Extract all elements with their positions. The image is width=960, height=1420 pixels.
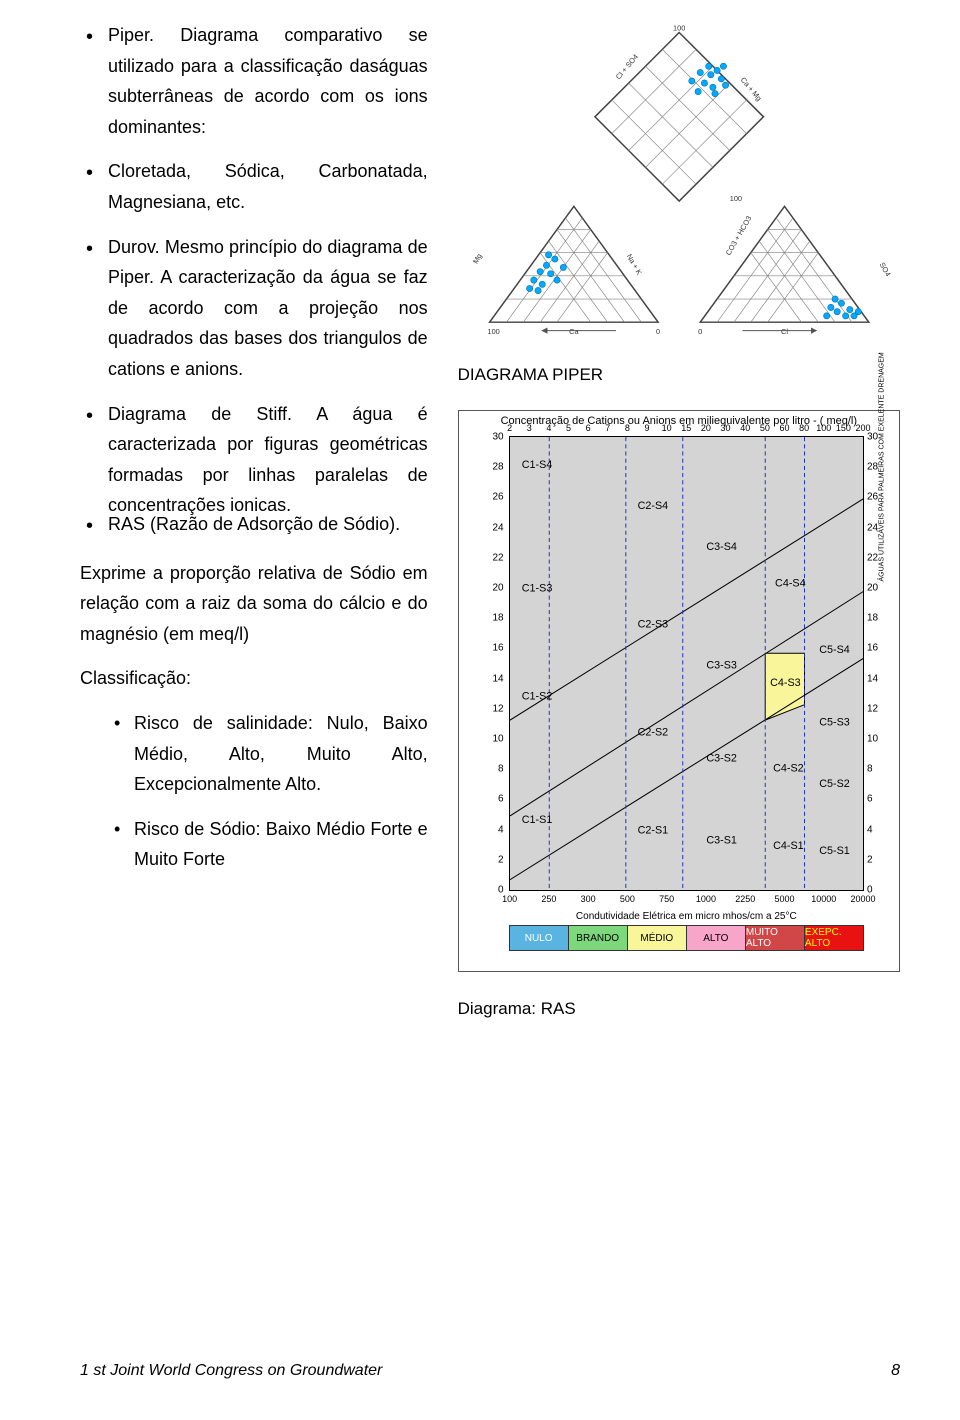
svg-text:Cl + SO4: Cl + SO4 [613,52,639,81]
svg-text:C3-S1: C3-S1 [706,834,737,846]
page-footer: 1 st Joint World Congress on Groundwater… [80,1342,900,1380]
svg-text:C5-S4: C5-S4 [819,644,850,656]
svg-text:100: 100 [487,327,499,336]
svg-text:C4-S2: C4-S2 [773,762,804,774]
ras-caption: Diagrama: RAS [458,999,900,1019]
ras-plot-area: C1-S4 C2-S4 C3-S4 C4-S4 C1-S3 C2-S3 C3-S… [509,436,864,891]
svg-text:C4-S1: C4-S1 [773,840,804,852]
bullet-piper: Piper. Diagrama comparativo se utilizado… [80,20,428,142]
svg-text:100: 100 [673,23,685,32]
piper-diagram: 100 Cl + SO4 Ca + Mg [458,20,900,340]
footer-page-number: 8 [891,1362,900,1380]
svg-text:C1-S1: C1-S1 [521,814,552,826]
svg-text:C5-S2: C5-S2 [819,778,850,790]
bullet-stiff: Diagrama de Stiff. A água é caracterizad… [80,399,428,521]
svg-text:C3-S3: C3-S3 [706,659,737,671]
ras-color-bar: NULOBRANDOMÉDIOALTOMUITO ALTOEXEPC. ALTO [509,925,864,951]
svg-text:Cl: Cl [781,327,788,336]
svg-text:Ca: Ca [569,327,579,336]
svg-text:C2-S2: C2-S2 [637,726,668,738]
svg-text:Na + K: Na + K [624,252,643,276]
sub-sodio: Risco de Sódio: Baixo Médio Forte e Muit… [110,814,428,875]
svg-text:C4-S3: C4-S3 [770,677,801,689]
svg-text:Mg: Mg [471,252,484,265]
svg-text:0: 0 [698,327,702,336]
footer-conference: 1 st Joint World Congress on Groundwater [80,1362,382,1380]
svg-text:C2-S1: C2-S1 [637,824,668,836]
left-column-bottom: RAS (Razão de Adsorção de Sódio). Exprim… [80,489,428,889]
svg-text:C1-S2: C1-S2 [521,690,552,702]
svg-text:SO4: SO4 [877,261,892,278]
svg-text:CO3 + HCO3: CO3 + HCO3 [723,214,753,257]
bullet-ras: RAS (Razão de Adsorção de Sódio). [80,509,428,540]
svg-text:C1-S3: C1-S3 [521,582,552,594]
svg-text:Ca + Mg: Ca + Mg [738,75,763,102]
svg-text:C4-S4: C4-S4 [775,577,806,589]
bullet-durov: Durov. Mesmo princípio do diagrama de Pi… [80,232,428,385]
svg-text:C2-S4: C2-S4 [637,500,668,512]
sub-salinidade: Risco de salinidade: Nulo, Baixo Médio, … [110,708,428,800]
svg-text:C5-S3: C5-S3 [819,716,850,728]
svg-text:C5-S1: C5-S1 [819,845,850,857]
svg-text:C1-S4: C1-S4 [521,459,552,471]
classify-label: Classificação: [80,663,428,694]
piper-caption: DIAGRAMA PIPER [458,365,900,385]
svg-text:C3-S2: C3-S2 [706,752,737,764]
bullet-types: Cloretada, Sódica, Carbonatada, Magnesia… [80,156,428,217]
svg-text:100: 100 [729,194,741,203]
svg-text:C3-S4: C3-S4 [706,541,737,553]
para-ras-desc: Exprime a proporção relativa de Sódio em… [80,558,428,650]
right-column-top: 100 Cl + SO4 Ca + Mg [458,20,900,1029]
svg-text:0: 0 [656,327,660,336]
ras-diagram: Concentração de Cations ou Anions em mil… [458,410,900,972]
svg-text:C2-S3: C2-S3 [637,618,668,630]
